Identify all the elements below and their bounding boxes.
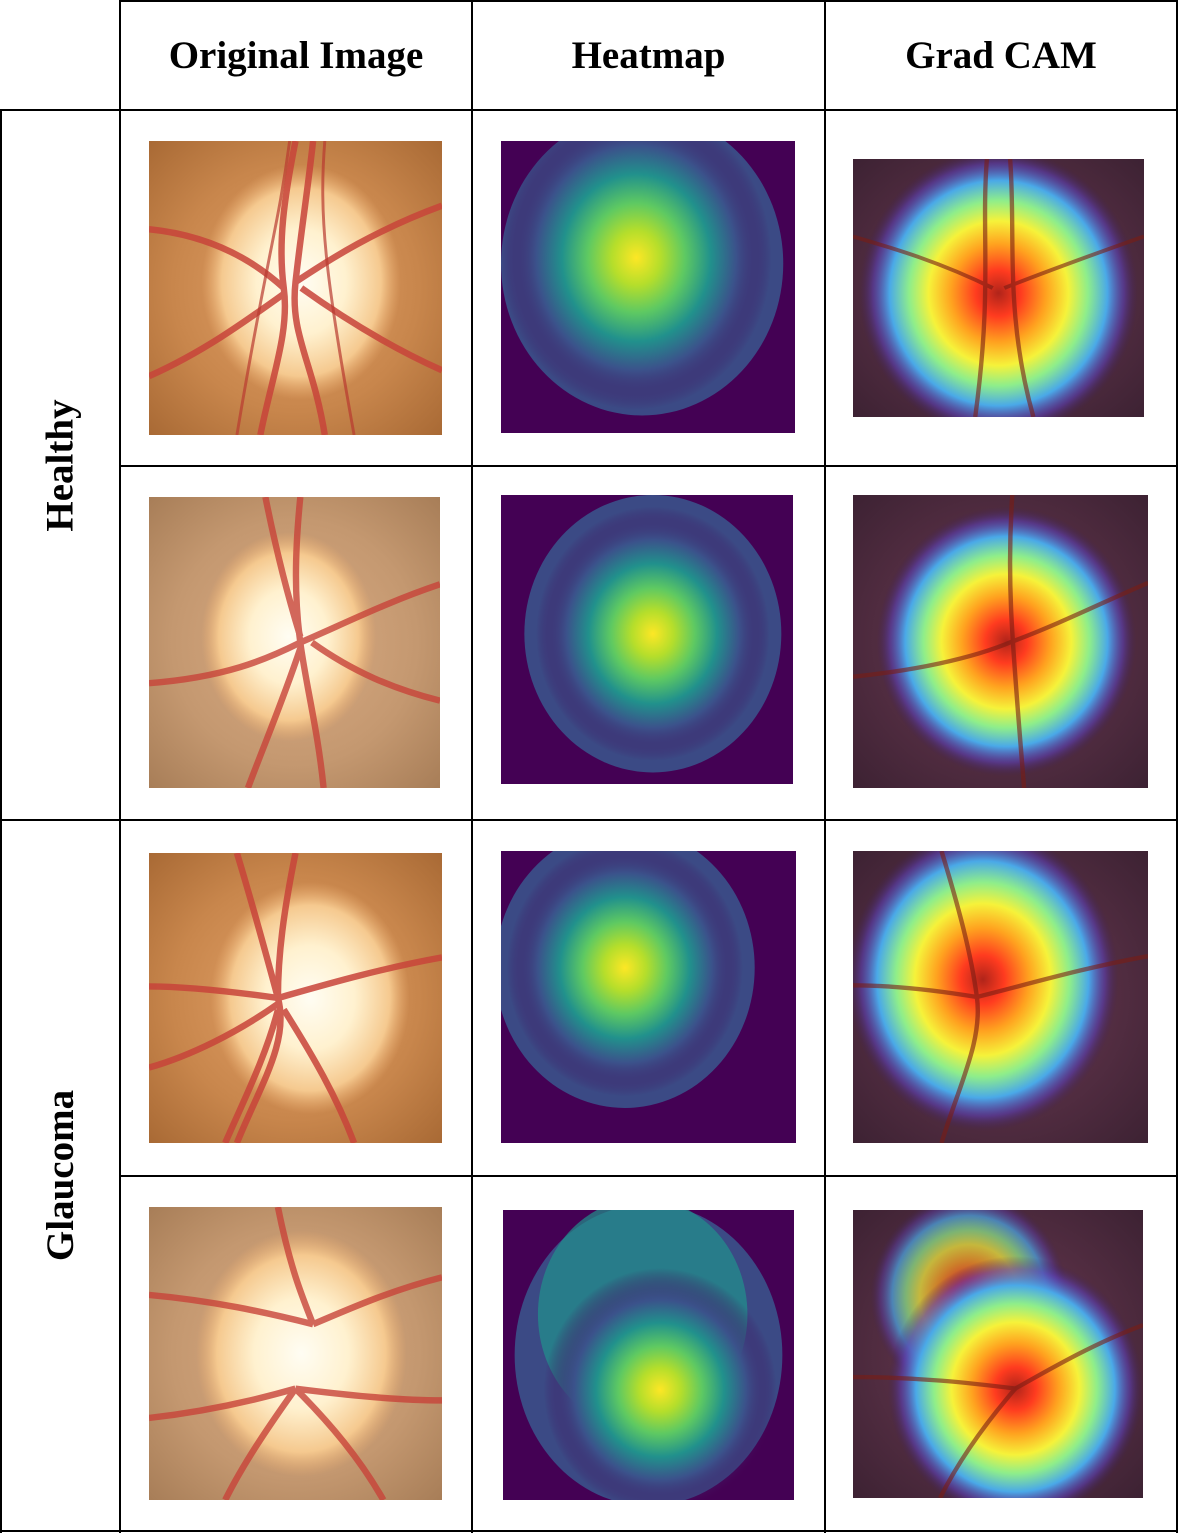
column-header-heatmap: Heatmap <box>571 33 726 77</box>
glaucoma-2-original-image <box>149 1207 442 1500</box>
group-label-glaucoma: Glaucoma <box>2 821 119 1530</box>
column-divider-1 <box>471 0 473 1533</box>
table-right-border <box>1176 0 1178 1533</box>
row-divider-1 <box>120 465 1178 467</box>
glaucoma-1-grad-cam <box>853 851 1148 1143</box>
healthy-1-grad-cam <box>853 159 1144 417</box>
column-divider-2 <box>824 0 826 1533</box>
glaucoma-1-heatmap <box>501 851 796 1143</box>
glaucoma-2-grad-cam <box>853 1210 1143 1498</box>
healthy-2-heatmap <box>501 495 793 784</box>
group-divider <box>0 819 1178 821</box>
healthy-1-original-image <box>149 141 442 435</box>
table-bottom-border <box>0 1530 1178 1532</box>
healthy-1-heatmap <box>501 141 795 433</box>
group-label-healthy-text: Healthy <box>39 398 83 532</box>
healthy-2-original-image <box>149 497 440 788</box>
healthy-2-grad-cam <box>853 495 1148 788</box>
column-header-original-image: Original Image <box>168 33 424 77</box>
label-column-divider <box>119 0 121 1533</box>
header-divider <box>0 109 1178 111</box>
group-label-healthy: Healthy <box>2 111 119 819</box>
table-left-border <box>0 109 2 1533</box>
table-top-border <box>120 0 1178 2</box>
group-label-glaucoma-text: Glaucoma <box>39 1089 83 1262</box>
glaucoma-1-original-image <box>149 853 442 1143</box>
glaucoma-2-heatmap <box>503 1210 794 1500</box>
row-divider-3 <box>120 1175 1178 1177</box>
column-header-grad-cam: Grad CAM <box>905 33 1097 77</box>
